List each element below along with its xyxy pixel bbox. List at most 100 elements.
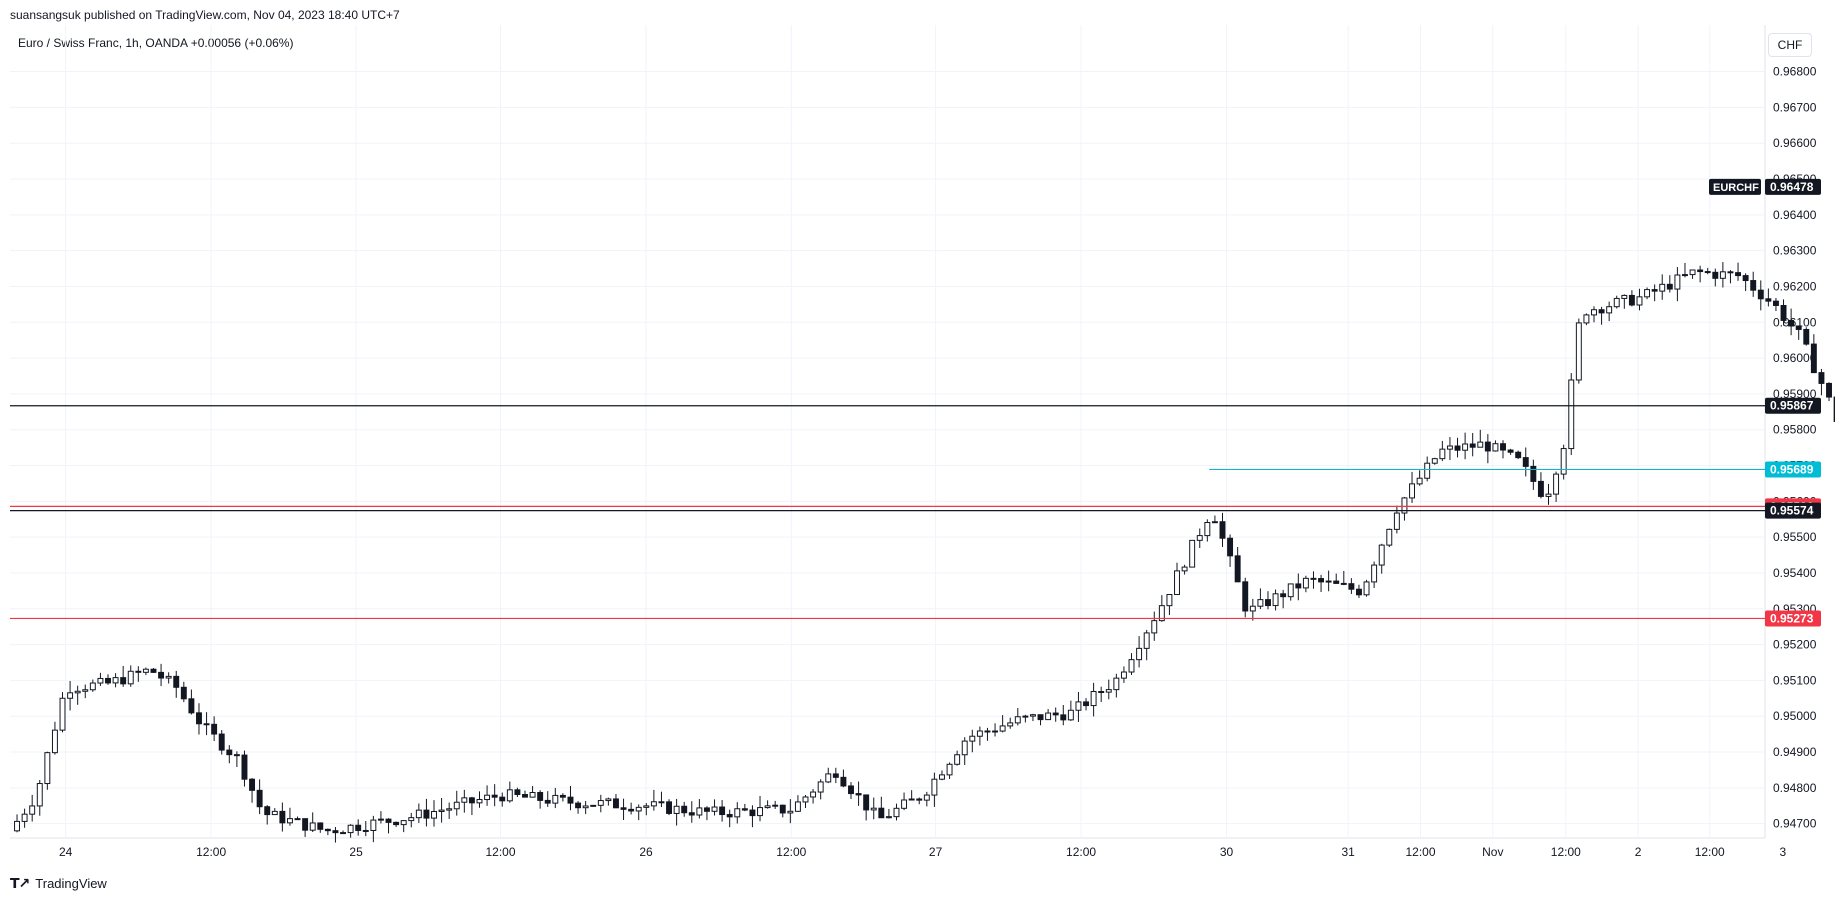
y-tick-label: 0.96300 — [1773, 244, 1817, 258]
candle-down — [1295, 583, 1302, 589]
candle-up — [1644, 289, 1651, 298]
candle-up — [309, 822, 316, 831]
candle-down — [188, 698, 195, 714]
candle-up — [976, 730, 983, 737]
candle-up — [825, 773, 832, 783]
candle-up — [1136, 647, 1143, 661]
candle-up — [590, 804, 597, 807]
candle-up — [893, 807, 900, 818]
support-price-tag-text: 0.95689 — [1770, 462, 1814, 476]
candle-down — [499, 796, 506, 802]
candle-up — [954, 754, 961, 765]
x-tick-label: 25 — [349, 845, 363, 859]
candle-down — [423, 809, 430, 819]
candle-down — [332, 830, 339, 834]
candle-up — [1151, 620, 1158, 634]
candle-down — [688, 812, 695, 816]
y-tick-label: 0.96000 — [1773, 351, 1817, 365]
candle-down — [468, 797, 475, 804]
candle-down — [916, 798, 923, 801]
candle-up — [1583, 314, 1590, 324]
candle-up — [1409, 483, 1415, 499]
candle-up — [931, 778, 938, 796]
candle-up — [908, 798, 915, 801]
candle-down — [249, 778, 256, 791]
level-price-tag-bg — [1765, 610, 1821, 627]
candle-up — [1287, 583, 1294, 598]
candle-down — [628, 808, 635, 812]
candle-up — [44, 752, 51, 785]
candle-up — [1014, 716, 1021, 724]
last-price-tag-bg — [1765, 178, 1821, 195]
candle-up — [597, 800, 604, 806]
last-price-tag-text: 0.96478 — [1770, 180, 1814, 194]
candle-down — [393, 821, 400, 826]
candle-down — [1757, 289, 1764, 300]
candle-up — [1446, 445, 1453, 450]
candle-down — [158, 671, 165, 679]
candle-down — [1515, 451, 1522, 459]
level-price-tag-bg — [1765, 397, 1821, 414]
candle-up — [1462, 443, 1469, 451]
candle-down — [1727, 271, 1734, 274]
candle-down — [749, 809, 756, 817]
x-tick-label: 12:00 — [196, 845, 226, 859]
candle-down — [658, 801, 665, 804]
candle-down — [233, 754, 240, 757]
candle-up — [74, 690, 81, 694]
level-price-tag: 0.95867 — [1765, 397, 1821, 414]
candle-down — [1666, 283, 1673, 290]
candle-up — [142, 668, 149, 673]
candle-up — [1120, 671, 1127, 679]
candle-up — [29, 805, 36, 815]
candle-up — [1689, 269, 1696, 276]
candle-down — [256, 789, 263, 808]
x-tick-label: 12:00 — [1551, 845, 1581, 859]
candle-down — [226, 749, 233, 756]
candle-down — [1765, 298, 1772, 302]
candle-up — [802, 796, 809, 803]
y-tick-label: 0.95200 — [1773, 638, 1817, 652]
candle-up — [1105, 689, 1112, 693]
candle-up — [286, 818, 293, 824]
candle-down — [1530, 465, 1537, 482]
candle-down — [264, 806, 271, 816]
candle-up — [127, 670, 134, 685]
candle-up — [1113, 677, 1120, 691]
candle-down — [324, 828, 331, 832]
candle-up — [1257, 599, 1264, 607]
candle-up — [1363, 581, 1370, 596]
y-tick-label: 0.96100 — [1773, 315, 1817, 329]
candle-up — [438, 809, 445, 812]
candle-up — [51, 729, 58, 754]
candle-down — [1265, 599, 1271, 607]
x-tick-label: 12:00 — [1695, 845, 1725, 859]
x-tick-label: 31 — [1342, 845, 1356, 859]
tradingview-logo-icon: 𝗧↗ — [10, 875, 30, 891]
candle-down — [1098, 691, 1105, 694]
support-price-tag-bg — [1765, 461, 1821, 478]
candle-up — [946, 763, 953, 776]
candle-up — [939, 774, 945, 780]
candle-up — [1378, 544, 1385, 566]
candle-down — [613, 798, 619, 809]
candle-up — [1174, 570, 1180, 596]
candle-up — [1196, 535, 1203, 541]
candle-down — [1507, 449, 1514, 453]
candle-up — [1166, 594, 1173, 607]
currency-button[interactable]: CHF — [1768, 33, 1812, 57]
y-tick-label: 0.96200 — [1773, 279, 1817, 293]
candle-up — [1067, 709, 1074, 721]
candle-down — [1227, 537, 1234, 557]
candle-up — [1492, 443, 1499, 452]
candle-down — [491, 794, 498, 798]
candle-up — [1431, 458, 1438, 464]
candle-up — [1659, 283, 1666, 292]
candle-down — [1219, 521, 1226, 539]
candle-up — [21, 813, 28, 822]
candle-down — [1522, 457, 1529, 467]
candle-up — [794, 801, 801, 812]
candle-down — [726, 814, 733, 818]
candle-up — [14, 820, 20, 832]
